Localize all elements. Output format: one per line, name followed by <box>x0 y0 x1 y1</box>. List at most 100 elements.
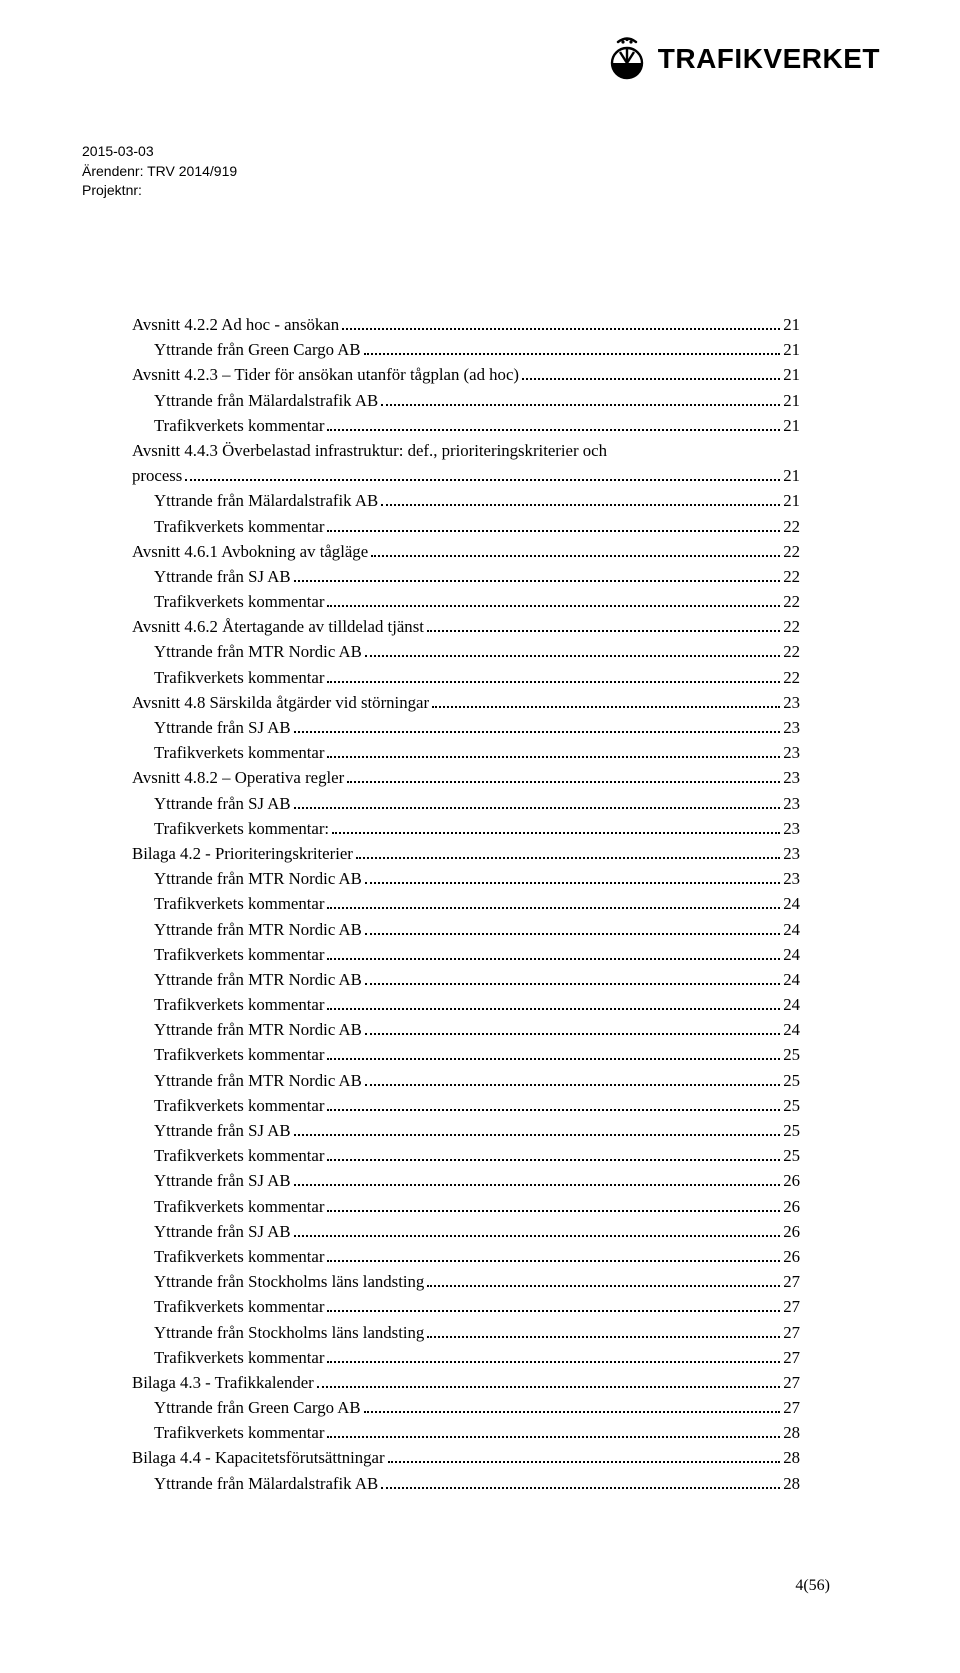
toc-row: Yttrande från SJ AB26 <box>132 1219 800 1244</box>
toc-row: Trafikverkets kommentar27 <box>132 1345 800 1370</box>
toc-leader <box>294 1235 781 1237</box>
toc-page: 23 <box>783 791 800 816</box>
toc-label: Trafikverkets kommentar <box>154 1143 324 1168</box>
toc-row: Trafikverkets kommentar28 <box>132 1420 800 1445</box>
toc-label: Trafikverkets kommentar <box>154 589 324 614</box>
toc-row: Yttrande från MTR Nordic AB24 <box>132 967 800 992</box>
toc-row: Yttrande från SJ AB26 <box>132 1168 800 1193</box>
toc-page: 22 <box>783 589 800 614</box>
toc-page: 21 <box>783 337 800 362</box>
toc-page: 25 <box>783 1042 800 1067</box>
toc-row: Trafikverkets kommentar26 <box>132 1244 800 1269</box>
toc-row: Trafikverkets kommentar24 <box>132 942 800 967</box>
toc-row: Bilaga 4.3 - Trafikkalender27 <box>132 1370 800 1395</box>
toc-leader <box>522 378 780 380</box>
toc-page: 22 <box>783 514 800 539</box>
table-of-contents: Avsnitt 4.2.2 Ad hoc - ansökan21Yttrande… <box>132 312 800 1496</box>
toc-row: Yttrande från Stockholms läns landsting 2… <box>132 1269 800 1294</box>
toc-label: Yttrande från Mälardalstrafik AB <box>154 488 378 513</box>
toc-page: 21 <box>783 413 800 438</box>
toc-leader <box>427 630 780 632</box>
toc-row: Trafikverkets kommentar26 <box>132 1194 800 1219</box>
toc-page: 26 <box>783 1219 800 1244</box>
toc-label: Yttrande från SJ AB <box>154 1168 291 1193</box>
toc-leader <box>381 504 780 506</box>
toc-label: Yttrande från Stockholms läns landsting <box>154 1269 424 1294</box>
toc-row: Trafikverkets kommentar 22 <box>132 589 800 614</box>
toc-page: 22 <box>783 639 800 664</box>
toc-row: Yttrande från Mälardalstrafik AB28 <box>132 1471 800 1496</box>
toc-page: 22 <box>783 614 800 639</box>
toc-row: Avsnitt 4.6.1 Avbokning av tågläge22 <box>132 539 800 564</box>
page-number: 4(56) <box>795 1577 830 1595</box>
toc-page: 23 <box>783 715 800 740</box>
meta-case-label: Ärendenr: <box>82 163 143 179</box>
toc-page: 23 <box>783 841 800 866</box>
toc-label: Yttrande från MTR Nordic AB <box>154 1068 362 1093</box>
toc-row: process21 <box>132 463 800 488</box>
toc-row: Avsnitt 4.2.2 Ad hoc - ansökan21 <box>132 312 800 337</box>
toc-label: Avsnitt 4.8.2 – Operativa regler <box>132 765 344 790</box>
logo: TRAFIKVERKET <box>604 36 880 82</box>
toc-page: 22 <box>783 564 800 589</box>
toc-page: 24 <box>783 917 800 942</box>
toc-leader <box>371 555 780 557</box>
toc-row: Yttrande från Mälardalstrafik AB21 <box>132 388 800 413</box>
toc-row: Yttrande från Mälardalstrafik AB 21 <box>132 488 800 513</box>
toc-row: Yttrande från MTR Nordic AB24 <box>132 1017 800 1042</box>
toc-label: Trafikverkets kommentar <box>154 1042 324 1067</box>
toc-label: Avsnitt 4.8 Särskilda åtgärder vid störn… <box>132 690 429 715</box>
toc-label: Trafikverkets kommentar <box>154 942 324 967</box>
toc-label: Trafikverkets kommentar <box>154 1345 324 1370</box>
toc-leader <box>327 907 780 909</box>
toc-label: Trafikverkets kommentar <box>154 413 324 438</box>
toc-leader <box>365 882 780 884</box>
toc-leader <box>364 353 781 355</box>
toc-page: 27 <box>783 1320 800 1345</box>
toc-leader <box>388 1461 781 1463</box>
toc-page: 28 <box>783 1471 800 1496</box>
toc-leader <box>327 1436 780 1438</box>
toc-label: Yttrande från Green Cargo AB <box>154 337 361 362</box>
toc-leader <box>327 1260 780 1262</box>
toc-page: 23 <box>783 816 800 841</box>
toc-label: Trafikverkets kommentar <box>154 891 324 916</box>
toc-page: 26 <box>783 1244 800 1269</box>
toc-page: 27 <box>783 1294 800 1319</box>
toc-leader <box>327 1361 780 1363</box>
toc-leader <box>327 958 780 960</box>
logo-text: TRAFIKVERKET <box>658 43 880 75</box>
toc-page: 27 <box>783 1370 800 1395</box>
toc-page: 21 <box>783 488 800 513</box>
toc-label: Trafikverkets kommentar <box>154 1093 324 1118</box>
document-meta: 2015-03-03 Ärendenr: TRV 2014/919 Projek… <box>82 142 237 201</box>
toc-row: Yttrande från Green Cargo AB27 <box>132 1395 800 1420</box>
toc-label: Yttrande från Stockholms läns landsting <box>154 1320 424 1345</box>
toc-leader <box>327 1159 780 1161</box>
toc-page: 28 <box>783 1445 800 1470</box>
toc-page: 24 <box>783 1017 800 1042</box>
toc-label: Trafikverkets kommentar <box>154 1294 324 1319</box>
toc-page: 27 <box>783 1269 800 1294</box>
meta-date: 2015-03-03 <box>82 142 237 162</box>
toc-page: 23 <box>783 740 800 765</box>
toc-label: Avsnitt 4.2.2 Ad hoc - ansökan <box>132 312 339 337</box>
logo-icon <box>604 36 650 82</box>
toc-row: Trafikverkets kommentar25 <box>132 1093 800 1118</box>
toc-label: Avsnitt 4.6.2 Återtagande av tilldelad t… <box>132 614 424 639</box>
toc-row: Bilaga 4.4 - Kapacitetsförutsättningar28 <box>132 1445 800 1470</box>
toc-leader <box>294 731 781 733</box>
toc-leader <box>294 807 781 809</box>
toc-label: Avsnitt 4.2.3 – Tider för ansökan utanfö… <box>132 362 519 387</box>
toc-leader <box>432 706 780 708</box>
toc-page: 22 <box>783 539 800 564</box>
toc-leader <box>427 1336 780 1338</box>
toc-row: Yttrande från MTR Nordic AB24 <box>132 917 800 942</box>
toc-page: 21 <box>783 388 800 413</box>
toc-leader <box>294 1134 781 1136</box>
toc-page: 25 <box>783 1143 800 1168</box>
toc-row: Yttrande från SJ AB23 <box>132 715 800 740</box>
toc-page: 25 <box>783 1068 800 1093</box>
toc-row: Avsnitt 4.6.2 Återtagande av tilldelad t… <box>132 614 800 639</box>
toc-page: 24 <box>783 891 800 916</box>
